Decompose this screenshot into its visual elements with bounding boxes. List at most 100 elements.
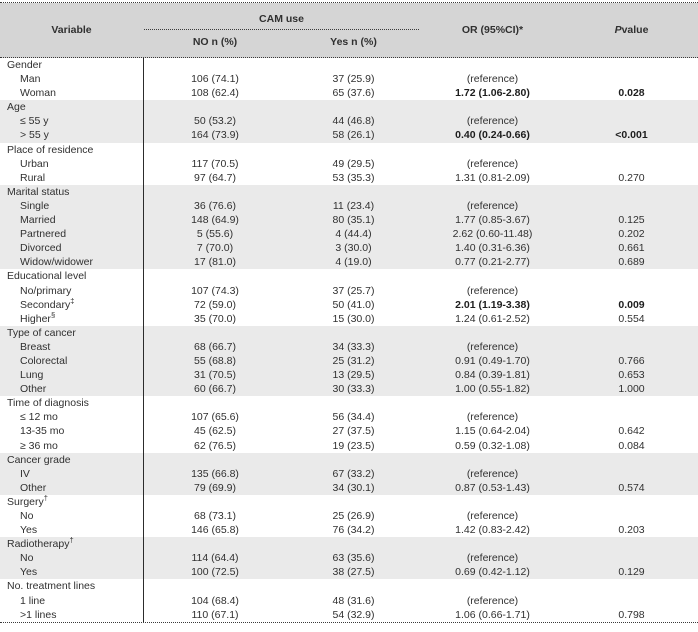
cell-yes: 37 (25.7) (332, 284, 375, 297)
row-label: 13-35 mo (20, 425, 65, 438)
cell-yes: 25 (26.9) (332, 510, 375, 523)
cell-or: 2.01 (1.19-3.38) (455, 298, 530, 311)
group-label: Age (7, 101, 26, 114)
table-row: Man 106 (74.1) 37 (25.9) (reference) (0, 72, 698, 86)
cell-or: 1.00 (0.55-1.82) (455, 383, 530, 396)
table-row: Yes 146 (65.8) 76 (34.2) 1.42 (0.83-2.42) 0.… (0, 523, 698, 537)
cell-or: (reference) (466, 510, 519, 523)
group-time-of-diagnosis: Time of diagnosis ≤ 12 mo 107 (65.6) 56 (34… (0, 396, 698, 453)
table-row: Widow/widower 17 (81.0) 4 (19.0) 0.77 (0.21… (0, 255, 698, 269)
header-no: NO n (%) (192, 36, 238, 48)
cell-no: 106 (74.1) (191, 73, 239, 86)
cell-or: (reference) (466, 284, 519, 297)
group-label: Cancer grade (7, 453, 71, 466)
footnote-marker: † (43, 493, 48, 503)
cell-or: 1.06 (0.66-1.71) (455, 608, 530, 621)
cell-p: 0.009 (618, 298, 645, 311)
cell-no: 114 (64.4) (191, 552, 239, 565)
cell-or: 0.69 (0.42-1.12) (455, 566, 530, 579)
footnote-marker: ‡ (70, 296, 75, 306)
table-row: Woman 108 (62.4) 65 (37.6) 1.72 (1.06-2.80)… (0, 86, 698, 100)
row-label: Married (20, 214, 56, 227)
group-label-row: Marital status (0, 185, 698, 199)
table-body: Gender Man 106 (74.1) 37 (25.9) (reference) W… (0, 58, 698, 622)
cell-yes: 56 (34.4) (332, 411, 375, 424)
table-row: Other 60 (66.7) 30 (33.3) 1.00 (0.55-1.82) 1… (0, 382, 698, 396)
cell-no: 36 (76.6) (193, 199, 237, 212)
cell-p: 0.574 (618, 481, 645, 494)
group-label: Marital status (7, 185, 70, 198)
cell-yes: 34 (30.1) (332, 481, 375, 494)
cell-no: 135 (66.8) (191, 467, 239, 480)
cell-yes: 38 (27.5) (332, 566, 375, 579)
table-row: Single 36 (76.6) 11 (23.4) (reference) (0, 199, 698, 213)
cell-no: 107 (74.3) (191, 284, 239, 297)
cell-no: 31 (70.5) (193, 369, 237, 382)
cell-no: 50 (53.2) (193, 115, 237, 128)
group-label: No. treatment lines (7, 580, 96, 593)
row-label: Other (20, 481, 47, 494)
cell-p: 0.554 (618, 312, 645, 325)
group-label-row: Educational level (0, 269, 698, 283)
row-label: Lung (20, 369, 44, 382)
table-row: Breast 68 (66.7) 34 (33.3) (reference) (0, 340, 698, 354)
cell-or: (reference) (466, 115, 519, 128)
cell-yes: 25 (31.2) (332, 354, 375, 367)
group-label-row: Radiotherapy† (0, 535, 698, 551)
group-age: Age ≤ 55 y 50 (53.2) 44 (46.8) (reference) > … (0, 100, 698, 143)
cell-or: (reference) (466, 467, 519, 480)
header-cam-use: CAM use (259, 12, 304, 25)
row-label: ≥ 36 mo (20, 439, 58, 452)
cell-no: 55 (68.8) (193, 354, 237, 367)
cell-yes: 53 (35.3) (332, 171, 375, 184)
row-label: Yes (20, 524, 38, 537)
table-row: 1 line 104 (68.4) 48 (31.6) (reference) (0, 594, 698, 608)
cam-use-divider (144, 29, 419, 30)
cell-no: 17 (81.0) (193, 256, 237, 269)
row-label: Other (20, 383, 47, 396)
footnote-marker: § (50, 310, 56, 320)
group-no-treatment-lines: No. treatment lines 1 line 104 (68.4) 48 (3… (0, 579, 698, 622)
cell-no: 68 (73.1) (193, 510, 237, 523)
cell-no: 117 (70.5) (191, 157, 239, 170)
cell-p: 0.125 (618, 214, 645, 227)
group-label: Time of diagnosis (7, 397, 89, 410)
row-label: 1 line (20, 594, 46, 607)
cell-p: 1.000 (618, 383, 645, 396)
cell-or: (reference) (466, 157, 519, 170)
cell-no: 62 (76.5) (193, 439, 237, 452)
group-label-row: Gender (0, 58, 698, 72)
cell-p: 0.642 (618, 425, 645, 438)
cell-no: 164 (73.9) (191, 129, 239, 142)
table-row: Lung 31 (70.5) 13 (29.5) 0.84 (0.39-1.81) 0.… (0, 368, 698, 382)
table-row: Higher§ 35 (70.0) 15 (30.0) 1.24 (0.61-2.52… (0, 310, 698, 326)
cell-p: 0.270 (618, 171, 645, 184)
cell-or: 1.31 (0.81-2.09) (455, 171, 530, 184)
cell-yes: 54 (32.9) (332, 608, 375, 621)
cell-p: 0.129 (618, 566, 645, 579)
table-row: No/primary 107 (74.3) 37 (25.7) (reference) (0, 284, 698, 298)
row-label: Divorced (20, 242, 62, 255)
cell-or: 0.84 (0.39-1.81) (455, 369, 530, 382)
cell-or: 0.91 (0.49-1.70) (455, 354, 530, 367)
cell-yes: 30 (33.3) (332, 383, 375, 396)
group-label-row: Time of diagnosis (0, 396, 698, 410)
row-label: Colorectal (20, 354, 68, 367)
table-row: Yes 100 (72.5) 38 (27.5) 0.69 (0.42-1.12) 0.… (0, 565, 698, 579)
cell-p: 0.202 (618, 228, 645, 241)
cell-yes: 4 (19.0) (335, 256, 372, 269)
cell-yes: 50 (41.0) (332, 298, 375, 311)
row-label: Higher§ (20, 310, 56, 325)
cell-yes: 58 (26.1) (332, 129, 375, 142)
cell-or: (reference) (466, 594, 519, 607)
cell-no: 72 (59.0) (193, 298, 237, 311)
group-place-of-residence: Place of residence Urban 117 (70.5) 49 (29.… (0, 142, 698, 185)
row-label: Single (20, 199, 50, 212)
cell-or: (reference) (466, 411, 519, 424)
cell-yes: 19 (23.5) (332, 439, 375, 452)
row-label: >1 lines (20, 608, 57, 621)
cell-p: 0.766 (618, 354, 645, 367)
group-label-row: Type of cancer (0, 326, 698, 340)
row-label: Woman (20, 87, 56, 100)
group-label: Radiotherapy† (7, 535, 74, 551)
